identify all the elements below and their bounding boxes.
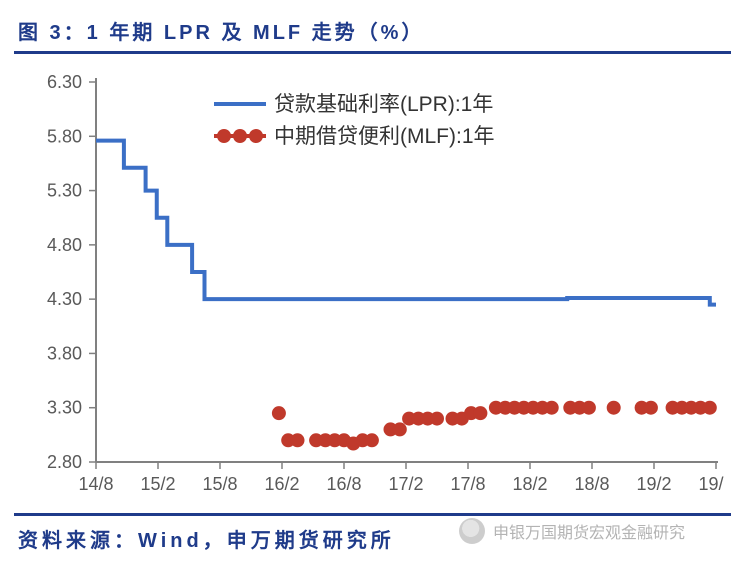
svg-text:5.80: 5.80 (47, 126, 82, 146)
chart-svg: 2.80 3.30 3.80 4.30 4.80 5.30 5.80 6.30 14/8 15/2… (24, 64, 724, 504)
svg-text:14/8: 14/8 (78, 474, 113, 494)
svg-text:3.80: 3.80 (47, 343, 82, 363)
svg-text:5.30: 5.30 (47, 181, 82, 201)
svg-text:18/2: 18/2 (512, 474, 547, 494)
chart-source: 资料来源：Wind，申万期货研究所 (14, 513, 731, 553)
svg-text:2.80: 2.80 (47, 452, 82, 472)
chart-title: 图 3：1 年期 LPR 及 MLF 走势（%） (14, 10, 731, 54)
svg-text:15/2: 15/2 (140, 474, 175, 494)
svg-text:4.80: 4.80 (47, 235, 82, 255)
svg-text:3.30: 3.30 (47, 398, 82, 418)
svg-text:中期借贷便利(MLF):1年: 中期借贷便利(MLF):1年 (274, 125, 495, 148)
svg-text:贷款基础利率(LPR):1年: 贷款基础利率(LPR):1年 (274, 93, 493, 116)
svg-text:16/8: 16/8 (326, 474, 361, 494)
svg-text:17/8: 17/8 (450, 474, 485, 494)
svg-text:18/8: 18/8 (574, 474, 609, 494)
svg-text:15/8: 15/8 (202, 474, 237, 494)
chart-area: 2.80 3.30 3.80 4.30 4.80 5.30 5.80 6.30 14/8 15/2… (14, 54, 731, 513)
svg-text:16/2: 16/2 (264, 474, 299, 494)
svg-text:6.30: 6.30 (47, 72, 82, 92)
svg-text:4.30: 4.30 (47, 289, 82, 309)
svg-text:19/2: 19/2 (636, 474, 671, 494)
svg-text:19/8: 19/8 (698, 474, 724, 494)
svg-text:17/2: 17/2 (388, 474, 423, 494)
